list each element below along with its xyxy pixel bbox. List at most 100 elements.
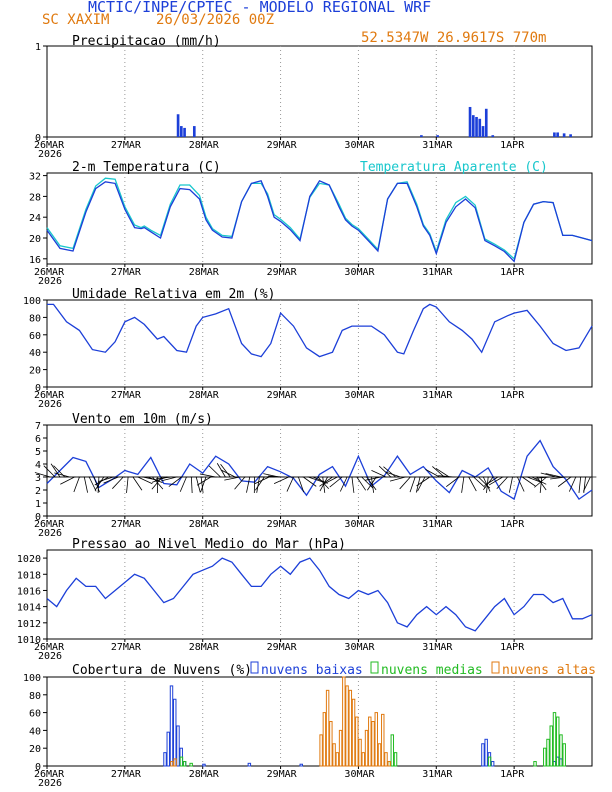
wind-barb (319, 476, 333, 487)
cloud-ytick-label: 0 (35, 762, 41, 773)
cloud-bar-nuvens-baixas (299, 763, 303, 767)
temp-xtick-label: 30MAR (344, 267, 375, 278)
legend-low-swatch (250, 661, 259, 674)
precip-title: Precipitacao (mm/h) (72, 34, 221, 49)
cloud-bar-nuvens-baixas (176, 725, 180, 767)
rh-ytick-label: 0 (35, 383, 41, 394)
wind-barb (322, 476, 326, 493)
cloud-ytick-label: 100 (23, 673, 41, 684)
wind-barb (168, 476, 182, 487)
cloud-bar-nuvens-altas (381, 713, 385, 767)
wind-barb (389, 476, 406, 482)
cloud-bar-nuvens-medias (189, 762, 193, 767)
precip-xtick-label: 26MAR (34, 140, 65, 151)
wind-barb (224, 476, 241, 481)
wind-barb (88, 476, 97, 492)
wind-xtick-label: 1APR (500, 519, 525, 530)
cloud-bar-nuvens-medias (552, 712, 557, 767)
wind-series-line (46, 439, 593, 501)
cloud-bar-nuvens-altas (351, 698, 356, 767)
wind-barb (385, 471, 401, 478)
wind-barb (496, 476, 508, 490)
wind-barb (43, 465, 56, 478)
wind-barb (246, 476, 251, 493)
cloud-bar-nuvens-altas (387, 761, 391, 767)
precip-bar (176, 114, 180, 137)
wind-barb (578, 476, 582, 493)
wind-barb (557, 476, 572, 487)
precip-xtick-label: 29MAR (267, 140, 298, 151)
cloud-bar-nuvens-medias (179, 756, 184, 767)
wind-barb (220, 469, 236, 478)
wind-barb (468, 476, 477, 492)
precip-xtick-label: 31MAR (422, 140, 453, 151)
station-name: SC XAXIM (42, 12, 110, 28)
rh-frame (46, 299, 593, 388)
legend-high: nuvens altas (502, 663, 596, 678)
wind-xtick-label: 28MAR (189, 519, 220, 530)
wind-barb (568, 476, 577, 492)
run-time: 26/03/2026 00Z (156, 12, 275, 28)
cloud-bar-nuvens-medias (487, 756, 492, 767)
rh-ytick-label: 60 (29, 331, 41, 342)
wind-barb (366, 476, 377, 491)
temp-ytick-label: 24 (29, 213, 41, 224)
temp-xtick-label: 31MAR (422, 267, 453, 278)
legend-low: nuvens baixas (261, 663, 363, 678)
precip-panel: Precipitacao (mm/h) (46, 34, 593, 138)
cloud-bar-nuvens-medias (546, 738, 550, 767)
precip-bar (471, 115, 475, 137)
wind-barb (298, 476, 305, 493)
wind-barb (425, 469, 440, 478)
wind-barb (255, 476, 265, 491)
pres-ytick-label: 1014 (17, 603, 41, 614)
pres-xtick-label: 26MAR (34, 642, 65, 653)
wind-barb (94, 476, 105, 491)
cloud-bar-nuvens-medias (393, 752, 398, 767)
wind-barb (583, 476, 591, 492)
wind-barb (60, 476, 75, 485)
precip-xtick-label: 27MAR (111, 140, 142, 151)
wind-barb (220, 464, 231, 478)
cloud-bar-nuvens-altas (355, 716, 359, 767)
wind-ytick-label: 3 (35, 473, 41, 484)
wind-barb (371, 469, 387, 478)
temp-xtick-label: 1APR (500, 267, 525, 278)
wind-barb (522, 476, 536, 487)
cloud-bar-nuvens-medias (559, 734, 563, 767)
cloud-bar-nuvens-baixas (247, 762, 252, 767)
temp-xtick-label: 26MAR (34, 267, 65, 278)
precip-bar (468, 106, 472, 137)
temp-ytick-label: 20 (29, 234, 41, 245)
pres-ytick-label: 1010 (17, 635, 41, 646)
cloud-bar-nuvens-medias (562, 743, 566, 767)
pres-title: Pressao ao Nivel Medio do Mar (hPa) (72, 537, 346, 552)
wind-barb (484, 476, 499, 486)
wind-barb (199, 473, 216, 478)
rh-series-line (47, 303, 593, 358)
pres-xtick-label: 28MAR (189, 642, 220, 653)
pres-xtick-label: 30MAR (344, 642, 375, 653)
cloud-bar-nuvens-altas (173, 758, 177, 767)
rh-title: Umidade Relativa em 2m (%) (72, 287, 276, 302)
wind-barb (196, 476, 212, 486)
rh-xtick-label: 1APR (500, 390, 525, 401)
wind-barb (200, 476, 204, 493)
wind-barb (539, 476, 543, 493)
wind-barb (161, 476, 177, 482)
cloud-bar-nuvens-baixas (173, 698, 177, 767)
wind-barb (256, 476, 260, 493)
wind-frame (46, 424, 593, 517)
wind-barb (308, 476, 324, 483)
pres-ytick-label: 1020 (17, 554, 41, 565)
temp-legend: Temperatura Aparente (C) (360, 160, 548, 175)
precip-bar (183, 127, 186, 137)
wind-year-label: 2026 (38, 528, 62, 539)
cloud-bar-nuvens-altas (368, 716, 372, 767)
cloud-bar-nuvens-altas (348, 689, 353, 767)
wind-barb (273, 476, 289, 484)
precip-bar (556, 132, 559, 137)
cloud-bar-nuvens-altas (374, 712, 378, 767)
temp-ytick-label: 16 (29, 255, 41, 266)
